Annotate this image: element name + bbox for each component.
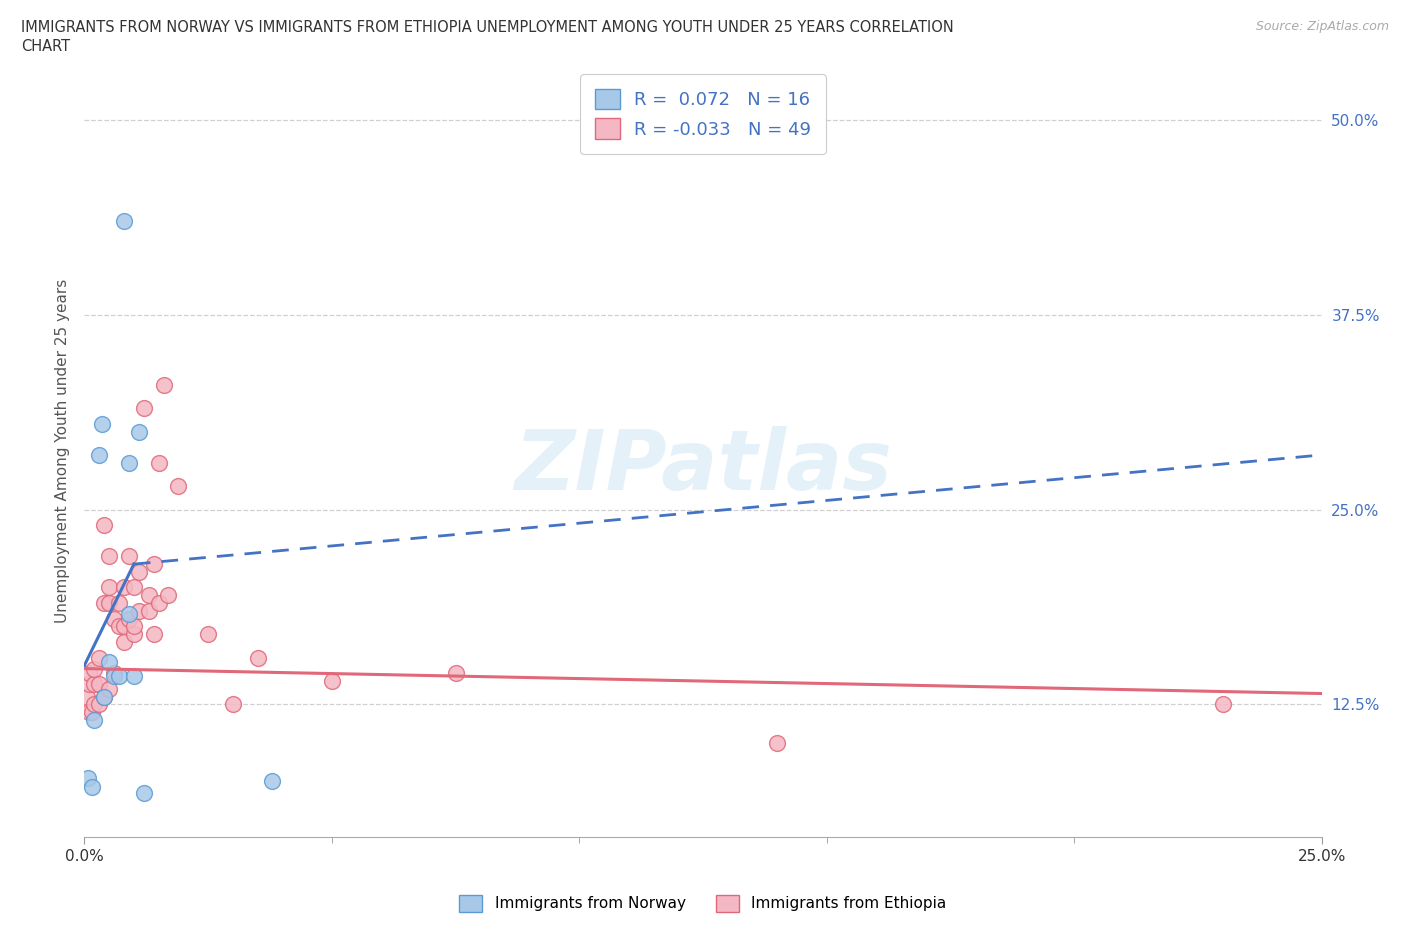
Point bbox=[90, 417, 112, 432]
Point bbox=[1212, 697, 1234, 711]
Point bbox=[112, 619, 135, 634]
Point bbox=[167, 479, 190, 494]
Point bbox=[128, 565, 150, 579]
Point bbox=[83, 677, 105, 692]
Point bbox=[246, 650, 269, 665]
Point bbox=[80, 779, 103, 794]
Point bbox=[76, 689, 98, 704]
Point bbox=[93, 518, 115, 533]
Point bbox=[122, 619, 145, 634]
Legend: R =  0.072   N = 16, R = -0.033   N = 49: R = 0.072 N = 16, R = -0.033 N = 49 bbox=[581, 74, 825, 153]
Text: Source: ZipAtlas.com: Source: ZipAtlas.com bbox=[1256, 20, 1389, 33]
Point bbox=[122, 580, 145, 595]
Point bbox=[89, 650, 111, 665]
Text: CHART: CHART bbox=[21, 39, 70, 54]
Point bbox=[118, 549, 141, 564]
Point bbox=[118, 456, 141, 471]
Point bbox=[103, 666, 125, 681]
Point bbox=[89, 677, 111, 692]
Point bbox=[77, 770, 100, 785]
Point bbox=[108, 669, 131, 684]
Point bbox=[83, 661, 105, 676]
Point bbox=[138, 604, 160, 618]
Point bbox=[108, 595, 131, 610]
Point bbox=[122, 669, 145, 684]
Text: IMMIGRANTS FROM NORWAY VS IMMIGRANTS FROM ETHIOPIA UNEMPLOYMENT AMONG YOUTH UNDE: IMMIGRANTS FROM NORWAY VS IMMIGRANTS FRO… bbox=[21, 20, 953, 35]
Point bbox=[103, 611, 125, 626]
Point bbox=[222, 697, 245, 711]
Point bbox=[98, 682, 121, 697]
Point bbox=[132, 401, 155, 416]
Point bbox=[83, 697, 105, 711]
Point bbox=[128, 604, 150, 618]
Point bbox=[766, 736, 789, 751]
Legend: Immigrants from Norway, Immigrants from Ethiopia: Immigrants from Norway, Immigrants from … bbox=[453, 889, 953, 918]
Point bbox=[112, 634, 135, 649]
Point bbox=[93, 689, 115, 704]
Point bbox=[98, 655, 121, 670]
Point bbox=[444, 666, 467, 681]
Point bbox=[83, 712, 105, 727]
Point bbox=[103, 669, 125, 684]
Point bbox=[89, 447, 111, 462]
Point bbox=[93, 595, 115, 610]
Point bbox=[142, 557, 165, 572]
Point bbox=[148, 595, 170, 610]
Point bbox=[138, 588, 160, 603]
Point bbox=[122, 627, 145, 642]
Point bbox=[142, 627, 165, 642]
Point bbox=[98, 595, 121, 610]
Point bbox=[79, 705, 101, 720]
Point bbox=[108, 619, 131, 634]
Point bbox=[79, 666, 101, 681]
Point bbox=[112, 214, 135, 229]
Point bbox=[98, 580, 121, 595]
Point bbox=[262, 774, 284, 789]
Point bbox=[80, 705, 103, 720]
Point bbox=[118, 611, 141, 626]
Point bbox=[98, 549, 121, 564]
Point bbox=[157, 588, 180, 603]
Point bbox=[128, 424, 150, 439]
Point bbox=[132, 786, 155, 801]
Point bbox=[112, 580, 135, 595]
Point bbox=[321, 673, 343, 688]
Text: ZIPatlas: ZIPatlas bbox=[515, 426, 891, 507]
Point bbox=[197, 627, 219, 642]
Point bbox=[93, 689, 115, 704]
Point bbox=[89, 697, 111, 711]
Point bbox=[118, 606, 141, 621]
Point bbox=[79, 677, 101, 692]
Point bbox=[152, 378, 174, 392]
Y-axis label: Unemployment Among Youth under 25 years: Unemployment Among Youth under 25 years bbox=[55, 279, 70, 623]
Point bbox=[148, 456, 170, 471]
